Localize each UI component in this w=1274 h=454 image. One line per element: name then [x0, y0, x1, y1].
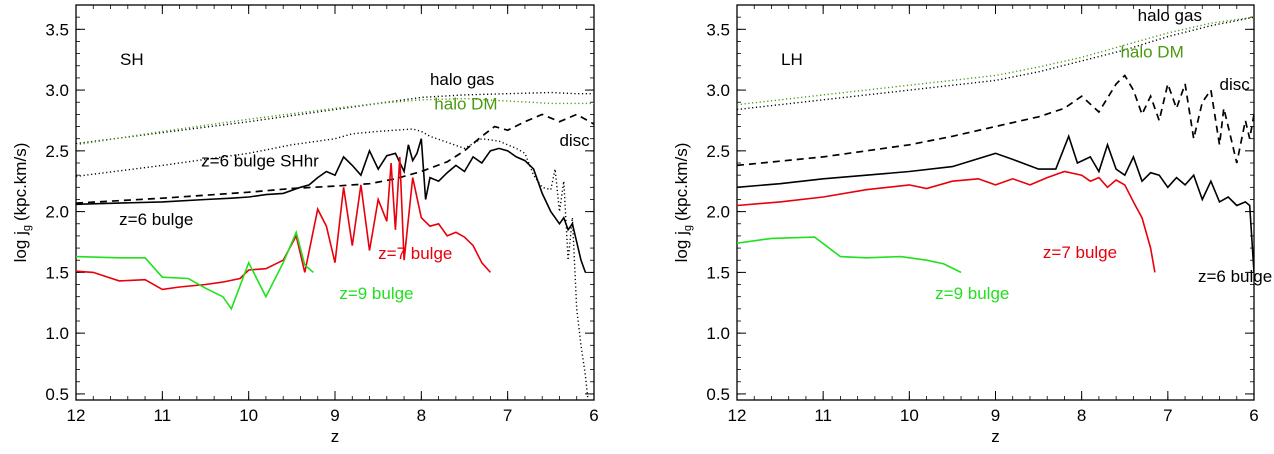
y-tick-label: 0.5: [45, 385, 69, 404]
y-tick-label: 2.0: [706, 203, 730, 222]
plot-frame: [736, 4, 1255, 401]
x-axis-label: z: [991, 427, 1000, 446]
series-line-disc: [737, 74, 1254, 167]
series-annotation: z=7 bulge: [1043, 243, 1117, 262]
y-axis-label: log jg (kpc.km/s): [672, 143, 694, 263]
series-annotation: z=6 bulge: [119, 210, 193, 229]
series-line-halo-gas: [76, 91, 594, 145]
y-tick-label: 3.5: [706, 20, 730, 39]
x-tick-label: 11: [814, 406, 832, 425]
panel-sh: 12 11 10 9 8 7 6 0.5 1.0 1.5 2.0 2.5 3.0 3.5 z log jg (k…: [11, 4, 599, 446]
y-tick-label: 2.0: [45, 203, 69, 222]
y-tick-label: 1.0: [45, 324, 69, 343]
y-tick-label: 3.5: [45, 20, 69, 39]
series-annotation: disc: [559, 131, 590, 150]
x-tick-label: 6: [589, 406, 598, 425]
series-annotation: z=6 bulge: [1198, 267, 1272, 286]
y-tick-label: 0.5: [706, 385, 730, 404]
y-tick-label: 3.0: [45, 81, 69, 100]
x-tick-label: 8: [1077, 406, 1086, 425]
x-tick-label: 9: [330, 406, 339, 425]
series-line-z-9-bulge: [737, 236, 962, 274]
series-annotation: halo gas: [1138, 6, 1202, 25]
series-annotation: halo DM: [1120, 42, 1183, 61]
y-axis-label-subscript: g: [682, 225, 694, 231]
series-line-disc: [76, 113, 594, 204]
series-line-halo-dm: [737, 16, 1254, 106]
y-axis-label-main: log j: [672, 231, 691, 262]
series-annotation: disc: [1220, 75, 1251, 94]
y-tick-label: 3.0: [706, 81, 730, 100]
series-annotation: z=9 bulge: [935, 284, 1009, 303]
panel-label: SH: [120, 50, 144, 69]
y-axis-label-units: (kpc.km/s): [672, 143, 691, 221]
series-line-z-9-bulge: [76, 229, 314, 311]
series-annotation: halo gas: [430, 70, 494, 89]
series-annotation: z=9 bulge: [339, 284, 413, 303]
series-annotation: z=7 bulge: [378, 244, 452, 263]
x-tick-label: 12: [728, 406, 747, 425]
x-tick-label: 10: [239, 406, 258, 425]
panel-label: LH: [781, 50, 803, 69]
panel-lh: 12 11 10 9 8 7 6 0.5 1.0 1.5 2.0 2.5 3.0 3.5 z log jg (k…: [672, 4, 1272, 446]
series-line-z-7-bulge: [737, 170, 1156, 273]
y-tick-label: 1.5: [706, 263, 730, 282]
series-annotation: z=6 bulge SHhr: [201, 152, 319, 171]
x-tick-label: 7: [503, 406, 512, 425]
x-axis-label: z: [331, 427, 340, 446]
y-axis-label-main: log j: [11, 231, 30, 262]
y-axis-label-subscript: g: [21, 225, 33, 231]
y-axis-label: log jg (kpc.km/s): [11, 143, 33, 263]
x-tick-label: 7: [1163, 406, 1172, 425]
y-tick-label: 1.5: [45, 263, 69, 282]
series-annotation: halo DM: [434, 95, 497, 114]
x-tick-label: 8: [417, 406, 426, 425]
y-tick-label: 2.5: [45, 142, 69, 161]
series-line-z-6-bulge: [76, 138, 587, 273]
x-tick-label: 12: [67, 406, 86, 425]
x-tick-label: 11: [154, 406, 172, 425]
series-line-z-6-bulge: [737, 133, 1254, 273]
series-line-halo-dm: [76, 97, 594, 146]
x-tick-label: 6: [1249, 406, 1258, 425]
series-line-z-6-bulge-shhr: [76, 128, 589, 400]
y-tick-label: 2.5: [706, 142, 730, 161]
series-line-halo-gas: [737, 16, 1254, 111]
y-tick-label: 1.0: [706, 324, 730, 343]
x-tick-label: 9: [991, 406, 1000, 425]
x-tick-label: 10: [900, 406, 919, 425]
series-line-z-7-bulge: [76, 156, 491, 291]
y-axis-label-units: (kpc.km/s): [11, 143, 30, 221]
